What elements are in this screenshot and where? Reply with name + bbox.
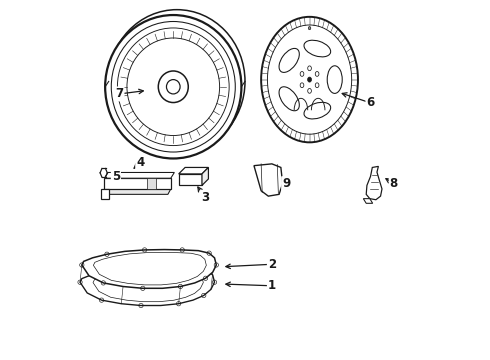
Polygon shape bbox=[147, 178, 156, 189]
Polygon shape bbox=[93, 270, 203, 302]
Ellipse shape bbox=[268, 25, 352, 134]
Polygon shape bbox=[82, 249, 216, 288]
Ellipse shape bbox=[300, 83, 304, 87]
Text: 4: 4 bbox=[136, 156, 145, 169]
Ellipse shape bbox=[315, 83, 319, 87]
Polygon shape bbox=[101, 189, 171, 194]
Polygon shape bbox=[366, 166, 382, 200]
Polygon shape bbox=[80, 267, 215, 306]
Ellipse shape bbox=[105, 15, 242, 158]
Ellipse shape bbox=[308, 66, 311, 71]
Ellipse shape bbox=[300, 72, 304, 76]
Polygon shape bbox=[179, 167, 208, 174]
Polygon shape bbox=[364, 199, 373, 203]
Ellipse shape bbox=[308, 77, 312, 82]
Polygon shape bbox=[202, 167, 208, 185]
Ellipse shape bbox=[111, 22, 235, 152]
Text: 1: 1 bbox=[268, 279, 276, 292]
Text: 2: 2 bbox=[268, 258, 276, 271]
Text: 3: 3 bbox=[201, 191, 209, 204]
Ellipse shape bbox=[109, 10, 245, 153]
Ellipse shape bbox=[167, 80, 180, 94]
Ellipse shape bbox=[158, 71, 188, 103]
Polygon shape bbox=[179, 174, 202, 185]
Polygon shape bbox=[104, 178, 171, 189]
Ellipse shape bbox=[308, 89, 311, 93]
Polygon shape bbox=[254, 164, 283, 196]
Ellipse shape bbox=[315, 72, 319, 76]
Polygon shape bbox=[101, 189, 109, 199]
Text: 5: 5 bbox=[112, 170, 120, 183]
Polygon shape bbox=[94, 252, 206, 285]
Ellipse shape bbox=[127, 38, 220, 135]
Ellipse shape bbox=[261, 17, 358, 142]
Text: 6: 6 bbox=[367, 96, 375, 109]
Text: 7: 7 bbox=[116, 87, 123, 100]
Text: 8: 8 bbox=[390, 177, 398, 190]
Ellipse shape bbox=[118, 28, 229, 145]
Polygon shape bbox=[104, 172, 174, 178]
Ellipse shape bbox=[308, 27, 311, 30]
Text: 9: 9 bbox=[282, 177, 291, 190]
